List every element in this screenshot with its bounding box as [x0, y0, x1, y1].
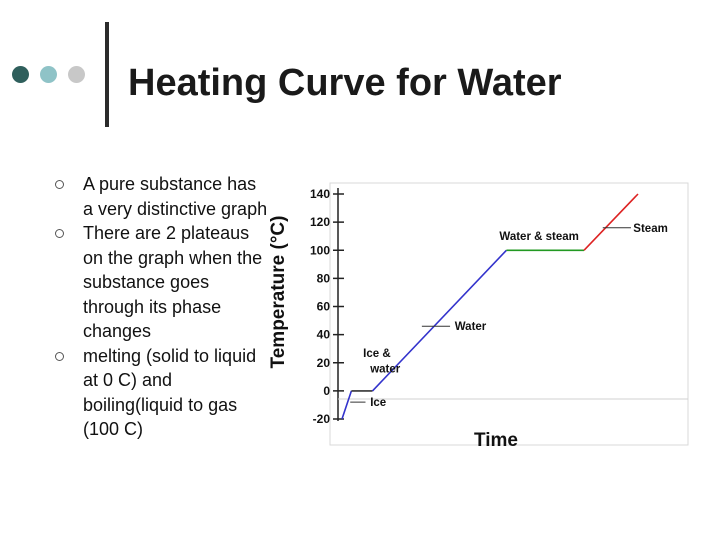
- bullet-item: melting (solid to liquid at 0 C) and boi…: [55, 344, 270, 442]
- dot-light-teal: [40, 66, 57, 83]
- bullet-text: melting (solid to liquid at 0 C) and boi…: [83, 345, 257, 440]
- chart-series: [341, 193, 639, 420]
- chart-axes: 140 120 100 80 60 40 20 0 -20: [310, 187, 688, 426]
- x-axis-label: Time: [474, 430, 518, 448]
- chart-frame: [329, 182, 689, 446]
- bullet-item: A pure substance has a very distinctive …: [55, 172, 270, 221]
- bullet-circle-icon: [55, 180, 64, 189]
- y-tick-label: -20: [313, 412, 331, 426]
- annotation-label: Ice: [370, 397, 386, 409]
- y-axis-label: Temperature (°C): [268, 216, 289, 369]
- series-line: [341, 390, 353, 420]
- bullet-circle-icon: [55, 229, 64, 238]
- chart-annotations: Ice Ice & water Water Water & steam Steam: [350, 223, 668, 409]
- series-line: [583, 193, 639, 251]
- bullet-text: A pure substance has a very distinctive …: [83, 174, 268, 219]
- heating-curve-chart: Temperature (°C) Time 140 120 100 80 60 40 20 0…: [268, 182, 689, 448]
- annotation-label: Water: [455, 321, 487, 333]
- annotation-label: water: [369, 363, 401, 375]
- y-tick-label: 80: [317, 271, 331, 285]
- annotation-label: Steam: [633, 223, 668, 235]
- bullet-list: A pure substance has a very distinctive …: [55, 172, 270, 442]
- series-line: [371, 249, 507, 392]
- bullet-item: There are 2 plateaus on the graph when t…: [55, 221, 270, 344]
- bullet-circle-icon: [55, 351, 64, 361]
- y-tick-label: 140: [310, 187, 330, 201]
- y-tick-label: 20: [317, 356, 331, 370]
- dot-dark: [12, 66, 29, 83]
- bullet-text: There are 2 plateaus on the graph when t…: [83, 223, 263, 341]
- y-tick-label: 100: [310, 243, 330, 257]
- y-tick-label: 40: [317, 328, 331, 342]
- dot-gray: [68, 66, 85, 83]
- y-tick-label: 120: [310, 215, 330, 229]
- y-tick-label: 0: [323, 384, 330, 398]
- annotation-label: Ice &: [363, 348, 391, 360]
- y-tick-label: 60: [317, 300, 331, 314]
- title-divider: [105, 22, 109, 127]
- annotation-label: Water & steam: [499, 231, 578, 243]
- slide-title: Heating Curve for Water: [128, 62, 562, 104]
